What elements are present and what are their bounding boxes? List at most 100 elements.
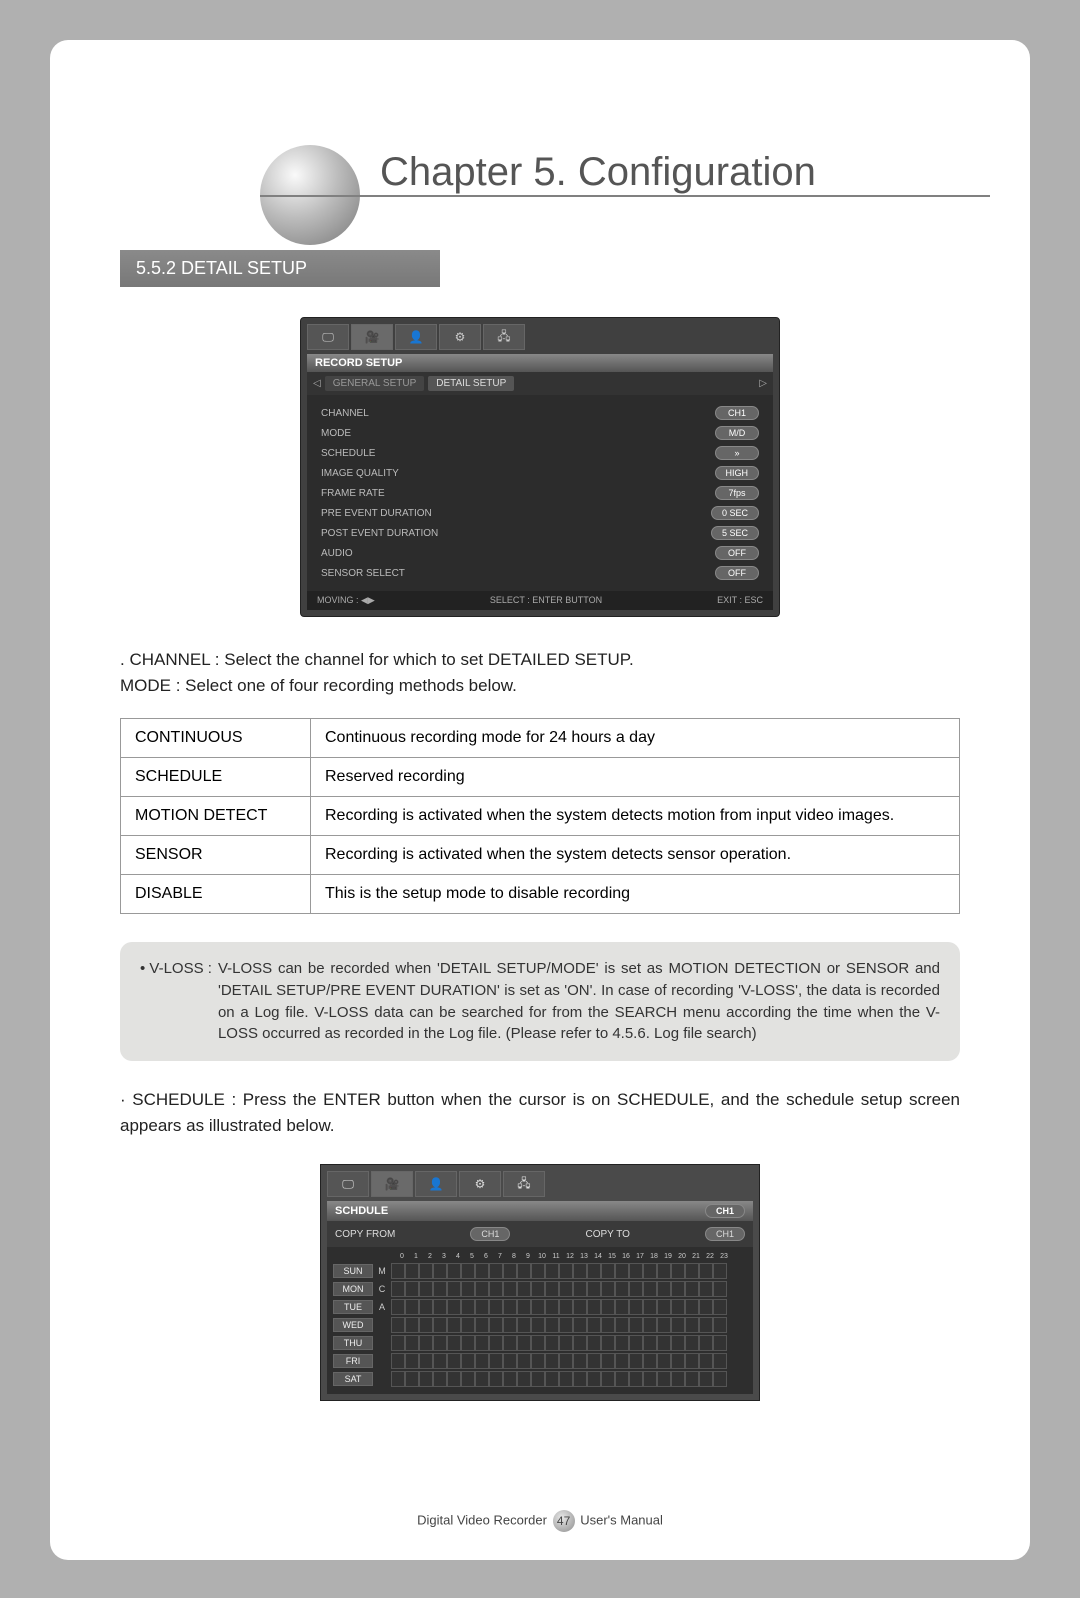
vloss-note: • V-LOSS : V-LOSS can be recorded when '…: [120, 942, 960, 1061]
schedule-day-row: FRI: [333, 1352, 747, 1370]
schedule-cell: [503, 1299, 517, 1315]
schedule-cell: [405, 1281, 419, 1297]
nav-left-icon: ◁: [313, 378, 321, 389]
schedule-cell: [461, 1299, 475, 1315]
schedule-cell: [489, 1335, 503, 1351]
hour-label: 12: [563, 1253, 577, 1260]
mode-name: SCHEDULE: [121, 758, 311, 797]
schedule-cell: [699, 1281, 713, 1297]
schedule-titlebar: SCHDULE CH1: [327, 1201, 753, 1221]
schedule-day-row: WED: [333, 1316, 747, 1334]
setting-row: SENSOR SELECTOFF: [321, 563, 759, 583]
day-label: TUE: [333, 1300, 373, 1314]
schedule-cell: [419, 1263, 433, 1279]
schedule-cell: [629, 1263, 643, 1279]
dvr-tab-icon: ⚙: [439, 324, 481, 350]
schedule-cell: [531, 1263, 545, 1279]
dvr-subtabs: ◁ GENERAL SETUP DETAIL SETUP ▷: [307, 372, 773, 395]
mode-desc: Reserved recording: [311, 758, 960, 797]
schedule-cell: [643, 1353, 657, 1369]
setting-label: CHANNEL: [321, 408, 369, 419]
setting-value: 0 SEC: [711, 506, 759, 520]
dvr-tab-icon: 🖵: [327, 1171, 369, 1197]
setting-label: AUDIO: [321, 548, 353, 559]
schedule-cell: [433, 1335, 447, 1351]
schedule-cell: [475, 1299, 489, 1315]
mode-name: DISABLE: [121, 875, 311, 914]
day-cells: [391, 1335, 727, 1351]
hour-label: 17: [633, 1253, 647, 1260]
schedule-cell: [489, 1353, 503, 1369]
schedule-cell: [601, 1353, 615, 1369]
setting-value: OFF: [715, 566, 759, 580]
mode-desc: Continuous recording mode for 24 hours a…: [311, 719, 960, 758]
schedule-cell: [447, 1371, 461, 1387]
schedule-cell: [629, 1299, 643, 1315]
schedule-cell: [671, 1371, 685, 1387]
dvr-tab-icon: ⚙: [459, 1171, 501, 1197]
setting-value: M/D: [715, 426, 759, 440]
mode-name: SENSOR: [121, 836, 311, 875]
schedule-day-row: TUEA: [333, 1298, 747, 1316]
schedule-cell: [601, 1281, 615, 1297]
schedule-cell: [405, 1299, 419, 1315]
record-setup-screenshot: 🖵 🎥 👤 ⚙ 🖧 RECORD SETUP ◁ GENERAL SETUP D…: [300, 317, 780, 617]
schedule-cell: [503, 1371, 517, 1387]
setting-label: MODE: [321, 428, 351, 439]
hour-label: 4: [451, 1253, 465, 1260]
schedule-cell: [587, 1281, 601, 1297]
table-row: CONTINUOUS Continuous recording mode for…: [121, 719, 960, 758]
day-cells: [391, 1317, 727, 1333]
schedule-cell: [433, 1353, 447, 1369]
setting-row: FRAME RATE7fps: [321, 483, 759, 503]
schedule-paragraph: · SCHEDULE : Press the ENTER button when…: [120, 1087, 960, 1138]
schedule-cell: [405, 1317, 419, 1333]
schedule-cell: [461, 1353, 475, 1369]
schedule-cell: [391, 1299, 405, 1315]
setting-value: OFF: [715, 546, 759, 560]
day-cells: [391, 1353, 727, 1369]
schedule-cell: [559, 1371, 573, 1387]
footer-left: Digital Video Recorder: [417, 1512, 547, 1527]
schedule-cell: [419, 1317, 433, 1333]
setting-label: POST EVENT DURATION: [321, 528, 438, 539]
dvr-tab-icon: 👤: [395, 324, 437, 350]
copyfrom-value: CH1: [470, 1227, 510, 1241]
schedule-cell: [531, 1353, 545, 1369]
setting-value: CH1: [715, 406, 759, 420]
day-label: FRI: [333, 1354, 373, 1368]
schedule-cell: [517, 1371, 531, 1387]
schedule-cell: [587, 1263, 601, 1279]
schedule-cell: [713, 1317, 727, 1333]
schedule-cell: [419, 1353, 433, 1369]
recording-modes-table: CONTINUOUS Continuous recording mode for…: [120, 718, 960, 914]
hour-label: 19: [661, 1253, 675, 1260]
schedule-cell: [573, 1299, 587, 1315]
schedule-day-row: MONC: [333, 1280, 747, 1298]
mode-desc: This is the setup mode to disable record…: [311, 875, 960, 914]
dvr-tab-icon: 🖧: [483, 324, 525, 350]
schedule-hours-header: 01234567891011121314151617181920212223: [395, 1253, 747, 1260]
hour-label: 5: [465, 1253, 479, 1260]
setting-value: HIGH: [715, 466, 760, 480]
schedule-cell: [419, 1371, 433, 1387]
chapter-rule: [260, 195, 990, 197]
schedule-cell: [601, 1335, 615, 1351]
day-cells: [391, 1299, 727, 1315]
setting-label: PRE EVENT DURATION: [321, 508, 432, 519]
schedule-day-row: THU: [333, 1334, 747, 1352]
schedule-cell: [671, 1281, 685, 1297]
schedule-cell: [559, 1281, 573, 1297]
schedule-cell: [517, 1281, 531, 1297]
schedule-cell: [657, 1371, 671, 1387]
schedule-cell: [461, 1335, 475, 1351]
copyto-label: COPY TO: [585, 1229, 629, 1240]
page-number: 47: [553, 1510, 575, 1532]
schedule-cell: [517, 1335, 531, 1351]
schedule-cell: [391, 1335, 405, 1351]
schedule-cell: [391, 1281, 405, 1297]
schedule-cell: [713, 1281, 727, 1297]
schedule-cell: [531, 1317, 545, 1333]
schedule-cell: [447, 1281, 461, 1297]
schedule-cell: [657, 1281, 671, 1297]
